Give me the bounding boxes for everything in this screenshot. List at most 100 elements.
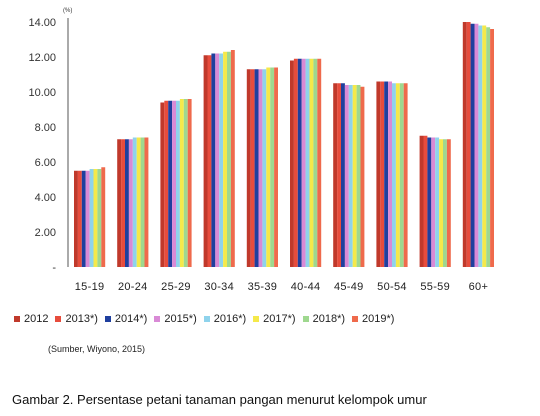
bar [399, 83, 404, 267]
bar [77, 170, 82, 267]
bar [93, 169, 98, 267]
bar [462, 22, 467, 267]
legend-label: 2013*) [65, 313, 98, 325]
bar [258, 69, 263, 267]
bar [403, 83, 408, 267]
bar [305, 58, 310, 267]
bar [176, 100, 180, 267]
bar [250, 69, 255, 267]
bar [297, 58, 302, 267]
legend-label: 2016*) [213, 313, 247, 325]
legend-item: 2014*) [104, 313, 147, 325]
bar [117, 139, 122, 267]
bar [227, 51, 231, 267]
chart-legend: 2012 2013*) 2014*) 2015*) 2016*) 2017*) 2018*)… [14, 313, 401, 325]
bar [215, 53, 220, 267]
bar [431, 137, 436, 267]
x-tick-label: 25-29 [161, 281, 191, 293]
bar [482, 25, 487, 267]
bar [376, 81, 381, 267]
bar [168, 100, 173, 267]
bar [419, 135, 424, 267]
legend-item: 2018*) [302, 313, 346, 325]
legend-label: 2015*) [164, 313, 197, 325]
bar-chart: (%) - 2.00 4.00 6.00 8.00 10.00 12.00 14.00 15-… [28, 8, 494, 293]
bar [435, 137, 440, 267]
x-tick-label: 20-24 [118, 281, 148, 293]
legend-swatch [302, 316, 309, 322]
bar [356, 85, 361, 267]
y-axis-unit-label: (%) [63, 8, 72, 14]
x-tick-label: 30-34 [204, 281, 234, 293]
bar [317, 58, 322, 267]
bar [223, 51, 227, 267]
legend-swatch [154, 316, 161, 322]
bar [270, 67, 275, 267]
bar [395, 83, 400, 267]
legend-swatch [104, 316, 111, 322]
bar [81, 170, 86, 267]
bar [179, 99, 184, 267]
bar [380, 81, 385, 267]
bar [490, 29, 494, 267]
bar [164, 100, 169, 267]
y-tick-label: 8.00 [35, 122, 56, 134]
bar [384, 81, 389, 267]
legend-item: 2013*) [55, 313, 98, 325]
bar [446, 139, 451, 267]
legend-swatch [253, 316, 260, 322]
bar [128, 139, 133, 267]
figure-caption: Gambar 2. Persentase petani tanaman pang… [12, 392, 427, 407]
y-tick-label: 4.00 [35, 192, 56, 204]
bar [207, 55, 212, 267]
x-tick-label: 50-54 [377, 281, 407, 293]
bar [337, 83, 341, 267]
bar [211, 53, 216, 267]
y-tick-label: 6.00 [35, 157, 56, 169]
bar [474, 23, 479, 267]
bar [203, 55, 208, 267]
bar [136, 137, 141, 267]
bar [172, 100, 176, 267]
y-tick-label: 12.00 [28, 52, 56, 64]
legend-item: 2019*) [352, 313, 394, 325]
bar [301, 58, 306, 267]
bar [187, 99, 192, 267]
x-tick-label: 60+ [469, 281, 489, 293]
bar [266, 67, 271, 267]
y-tick-label: - [52, 262, 56, 274]
bar [439, 139, 443, 267]
bar [313, 58, 318, 267]
bar [274, 67, 278, 267]
bar-series-group [74, 22, 494, 267]
legend-label: 2017*) [263, 313, 296, 325]
bar [423, 135, 428, 267]
x-tick-label: 15-19 [75, 281, 105, 293]
bar [470, 23, 475, 267]
bar [89, 169, 94, 267]
x-tick-label: 35-39 [248, 281, 278, 293]
legend-swatch [203, 316, 210, 322]
bar [246, 69, 251, 267]
source-note: (Sumber, Wiyono, 2015) [48, 344, 146, 354]
x-axis: 15-19 20-24 25-29 30-34 35-39 40-44 45-49 50-54… [75, 281, 488, 293]
legend-label: 2018*) [312, 313, 346, 325]
bar [125, 139, 129, 267]
bar [344, 85, 349, 267]
bar [254, 69, 259, 267]
bar [333, 83, 338, 267]
bar [478, 25, 483, 267]
bar [427, 137, 432, 267]
bar [360, 86, 365, 267]
bar [341, 83, 345, 267]
bar [132, 137, 137, 267]
bar [140, 137, 145, 267]
bar [144, 137, 149, 267]
bar [74, 170, 78, 267]
bar [230, 50, 235, 267]
bar [352, 85, 357, 267]
bar [85, 170, 90, 267]
y-tick-label: 10.00 [28, 87, 56, 99]
x-tick-label: 45-49 [334, 281, 364, 293]
legend-swatch [55, 316, 62, 322]
